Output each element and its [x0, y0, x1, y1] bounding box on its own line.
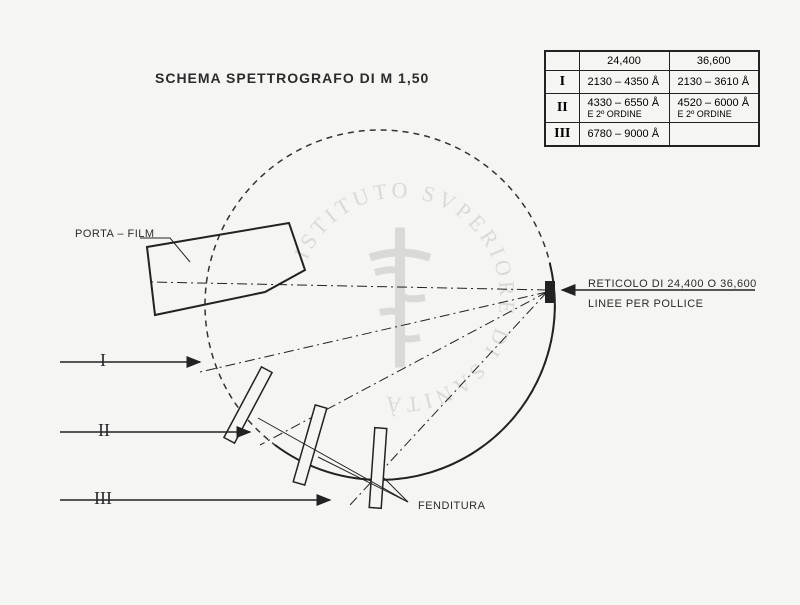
label-fenditura: FENDITURA [418, 500, 485, 512]
roman-III: III [94, 488, 112, 509]
roman-I: I [100, 350, 106, 371]
label-reticolo-1: RETICOLO DI 24,400 O 36,600 [588, 278, 757, 290]
label-porta-film: PORTA – FILM [75, 228, 155, 240]
label-reticolo-2: LINEE PER POLLICE [588, 298, 704, 310]
roman-II: II [98, 420, 110, 441]
